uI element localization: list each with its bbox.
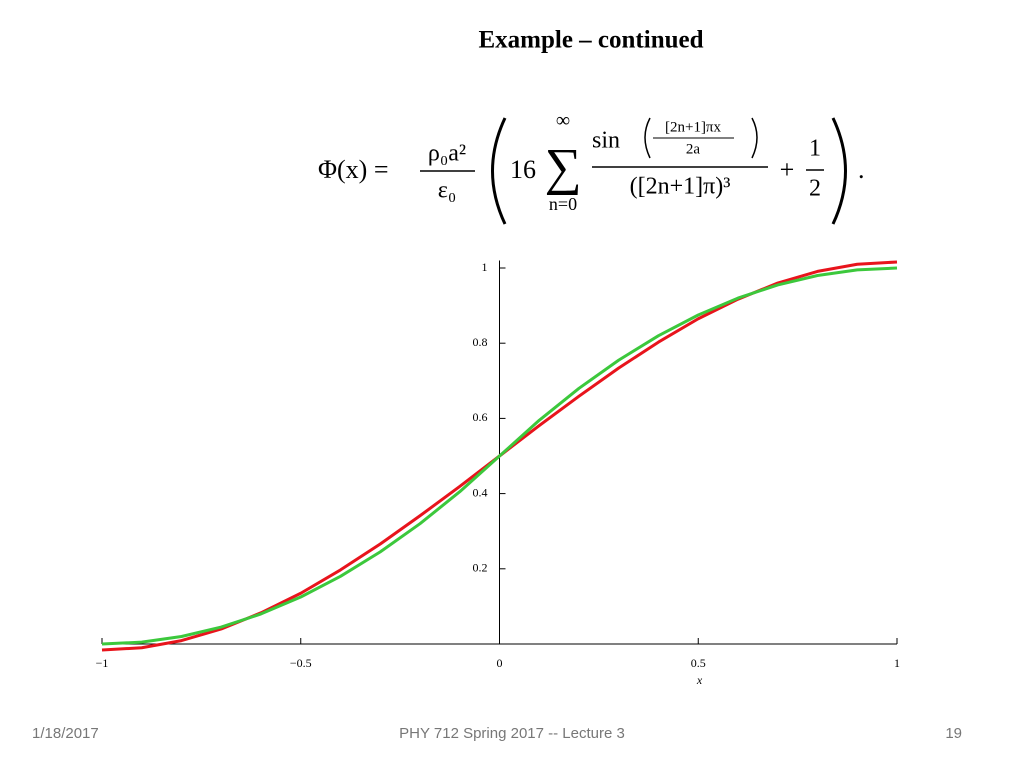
- x-tick-label: 0: [497, 656, 503, 670]
- eq-coef-den: ε₀: [438, 178, 456, 204]
- eq-arg-num: [2n+1]πx: [665, 119, 722, 135]
- eq-factor: 16: [510, 155, 536, 184]
- eq-sum: ∑: [544, 139, 581, 196]
- x-axis-label: x: [696, 673, 703, 687]
- eq-half-den: 2: [809, 176, 821, 202]
- x-tick-label: 1: [894, 656, 900, 670]
- y-tick-label: 0.2: [473, 561, 488, 575]
- eq-sum-bottom: n=0: [549, 194, 577, 214]
- y-tick-label: 0.8: [473, 335, 488, 349]
- big-paren: [491, 117, 507, 225]
- eq-term-den: ([2n+1]π)³: [630, 174, 731, 200]
- y-tick-label: 1: [482, 260, 488, 274]
- eq-half-num: 1: [809, 136, 821, 162]
- y-tick-label: 0.6: [473, 410, 488, 424]
- eq-arg-den: 2a: [686, 141, 701, 157]
- eq-plus: +: [780, 155, 795, 184]
- paren: [751, 117, 758, 159]
- x-tick-label: −0.5: [290, 656, 312, 670]
- page-number: 19: [945, 725, 962, 742]
- y-tick-label: 0.4: [473, 485, 488, 499]
- eq-sum-top: ∞: [556, 110, 570, 132]
- footer-date: 1/18/2017: [32, 725, 99, 742]
- big-paren: [831, 117, 847, 225]
- plot: −1 −0.5 0 0.5 1 0.2 0.4 0.6 0.8 1 x: [96, 260, 900, 687]
- footer-course: PHY 712 Spring 2017 -- Lecture 3: [399, 725, 625, 742]
- eq-coef-num: ρ₀a²: [428, 141, 466, 167]
- x-tick-label: −1: [96, 656, 109, 670]
- eq-end: .: [858, 155, 865, 184]
- eq-lhs: Φ(x) =: [318, 155, 388, 184]
- slide-title: Example – continued: [478, 27, 703, 54]
- series-line: [101, 266, 898, 646]
- x-tick-label: 0.5: [691, 656, 706, 670]
- eq-sin: sin: [592, 128, 620, 154]
- paren: [644, 117, 651, 159]
- equation: Φ(x) = ρ₀a² ε₀ 16 ∞ ∑ n=0 sin [2n+1]πx 2…: [318, 110, 865, 225]
